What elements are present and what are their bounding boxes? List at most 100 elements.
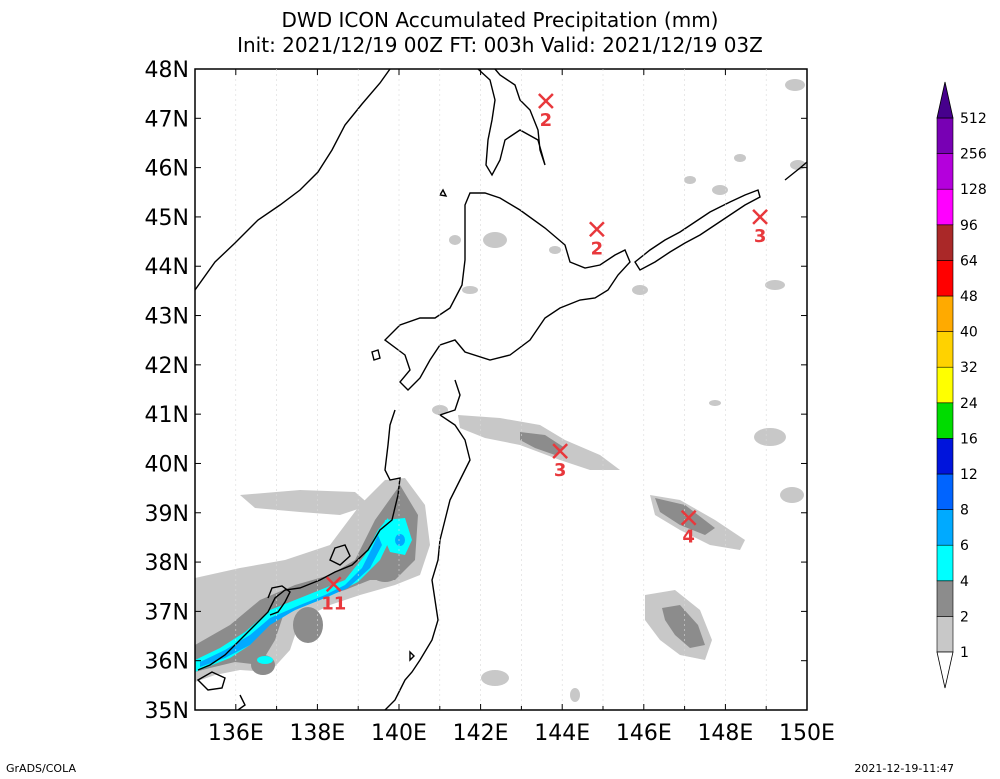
marker-cross xyxy=(752,209,768,225)
precip-area-cell xyxy=(483,232,507,248)
marker-value-label: 3 xyxy=(754,226,767,247)
precip-area-max-core xyxy=(200,535,382,667)
precip-area-cell xyxy=(462,286,478,294)
maximum-marker: 2 xyxy=(588,221,605,259)
coastline-continent xyxy=(195,69,391,291)
colorbar-label: 64 xyxy=(960,253,978,269)
colorbar-swatch xyxy=(936,580,954,617)
lat-label: 46N xyxy=(145,157,189,182)
lat-label: 43N xyxy=(145,305,189,330)
footer-timestamp: 2021-12-19-11:47 xyxy=(854,762,954,775)
marker-cross xyxy=(537,93,554,109)
colorbar-label: 16 xyxy=(960,431,978,447)
precipitation-shading xyxy=(195,79,806,702)
coastline-hokkaido xyxy=(383,192,631,391)
precip-area-cell xyxy=(570,688,580,702)
coastline-okushiri xyxy=(371,349,381,361)
colorbar-label: 12 xyxy=(960,467,978,483)
coastline-oshima xyxy=(409,650,415,662)
precip-area-cell xyxy=(754,428,786,446)
colorbar-label: 256 xyxy=(960,147,987,163)
colorbar-label: 1 xyxy=(960,645,969,661)
precip-area-cell xyxy=(684,176,696,184)
marker-cross xyxy=(325,576,342,593)
lat-label: 36N xyxy=(145,650,189,675)
colorbar-swatch xyxy=(936,153,954,190)
lat-label: 35N xyxy=(145,699,189,724)
colorbar-label: 40 xyxy=(960,325,978,341)
precip-area-offshore xyxy=(655,498,715,535)
marker-value-label: 3 xyxy=(554,460,567,481)
marker-cross xyxy=(552,443,569,460)
colorbar-swatch xyxy=(936,260,954,297)
colorbar-swatch xyxy=(936,117,954,154)
map-subtitle: Init: 2021/12/19 00Z FT: 003h Valid: 202… xyxy=(237,33,763,57)
colorbar-label: 48 xyxy=(960,289,978,305)
coastlines xyxy=(195,69,807,710)
lat-label: 41N xyxy=(145,403,189,428)
colorbar-swatch xyxy=(936,295,954,332)
lat-label: 37N xyxy=(145,600,189,625)
marker-value-label: 11 xyxy=(321,593,346,614)
colorbar-upper-triangle xyxy=(936,81,954,119)
precip-area-cell xyxy=(765,280,785,290)
maximum-marker: 3 xyxy=(552,443,569,481)
precip-area-cell xyxy=(632,285,648,295)
colorbar-label: 512 xyxy=(960,111,987,127)
lon-label: 136E xyxy=(208,721,264,746)
colorbar-label: 96 xyxy=(960,218,978,234)
marker-value-label: 4 xyxy=(682,527,695,548)
maximum-marker: 11 xyxy=(321,576,346,614)
colorbar-label: 128 xyxy=(960,182,987,198)
colorbar-label: 2 xyxy=(960,609,969,625)
lon-label: 138E xyxy=(289,721,345,746)
colorbar-swatch xyxy=(936,224,954,261)
plot-frame xyxy=(194,68,808,711)
coastline-sado xyxy=(329,544,351,566)
map-title: DWD ICON Accumulated Precipitation (mm) xyxy=(281,8,719,32)
marker-value-label: 2 xyxy=(540,110,553,131)
precip-area-sea-west xyxy=(240,490,370,515)
graticule xyxy=(235,69,767,710)
coastline-noto xyxy=(267,585,291,616)
colorbar-label: 6 xyxy=(960,538,969,554)
colorbar-label: 8 xyxy=(960,503,969,519)
colorbar-lower-triangle xyxy=(936,651,954,689)
lon-label: 150E xyxy=(779,721,835,746)
colorbar-swatch xyxy=(936,473,954,510)
marker-value-label: 2 xyxy=(591,238,604,259)
lon-label: 140E xyxy=(371,721,427,746)
precip-area-cell xyxy=(780,487,804,503)
precip-area-cell xyxy=(712,185,728,195)
colorbar-label: 4 xyxy=(960,574,969,590)
colorbar-swatch xyxy=(936,509,954,546)
precip-area-cell xyxy=(395,534,405,546)
lon-label: 142E xyxy=(453,721,509,746)
precip-area-southeast-core xyxy=(662,605,705,648)
marker-cross xyxy=(588,221,605,238)
precip-area-cell xyxy=(785,79,805,91)
footer-credit: GrADS/COLA xyxy=(6,762,76,775)
colorbar-swatch xyxy=(936,616,954,653)
precip-area-cell xyxy=(293,607,323,643)
maximum-marker: 4 xyxy=(680,509,697,548)
precip-area-cell xyxy=(371,562,399,582)
lat-label: 39N xyxy=(145,502,189,527)
colorbar-swatch xyxy=(936,366,954,404)
lat-label: 42N xyxy=(145,354,189,379)
coastline-bay xyxy=(196,671,226,691)
lon-label: 148E xyxy=(697,721,753,746)
lon-label: 146E xyxy=(616,721,672,746)
maximum-marker: 2 xyxy=(537,93,554,131)
colorbar-label: 24 xyxy=(960,396,978,412)
precip-area-cell xyxy=(449,235,461,245)
coastline-kuril xyxy=(634,189,761,271)
colorbar-label: 32 xyxy=(960,360,978,376)
colorbar-swatch xyxy=(936,402,954,439)
precip-area-cell xyxy=(549,246,561,254)
coastline-kuril-north xyxy=(784,161,807,181)
lat-label: 40N xyxy=(145,452,189,477)
maxima-markers: 2 2 3 3 4 11 xyxy=(321,93,768,614)
lat-label: 48N xyxy=(145,58,189,83)
